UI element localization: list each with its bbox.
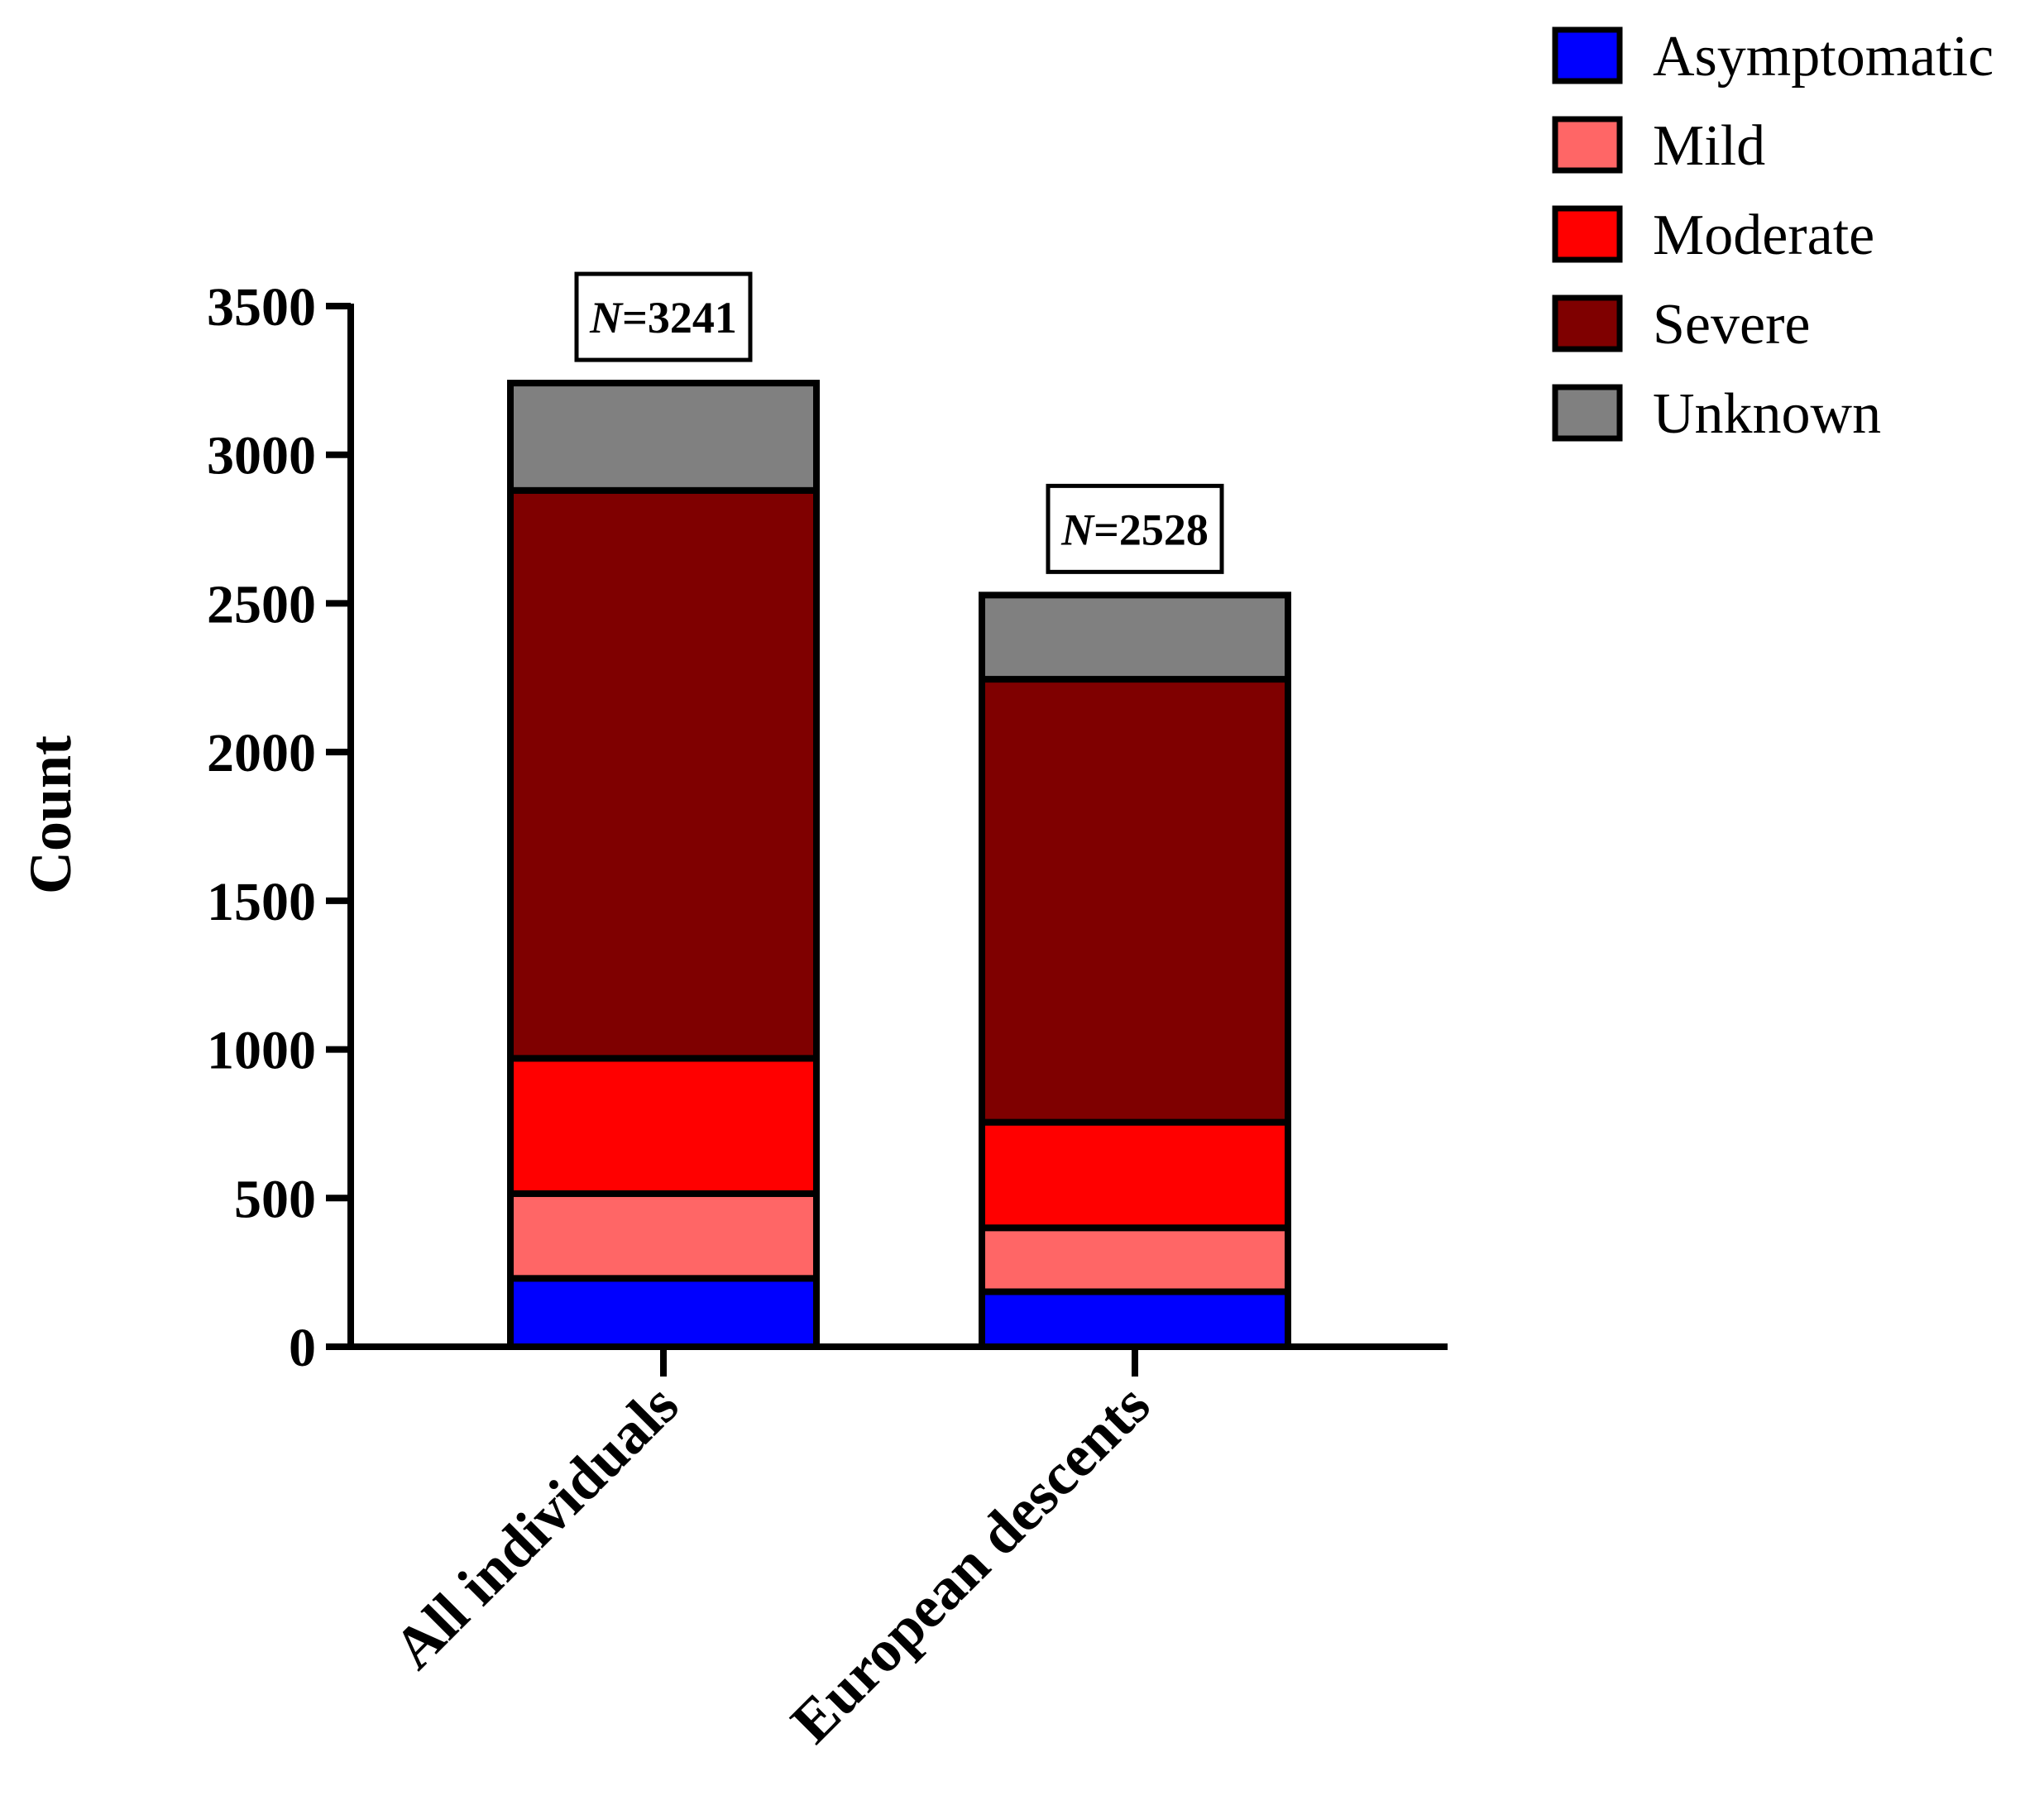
y-tick-label: 1500 (207, 872, 316, 932)
legend-swatch (1552, 205, 1623, 263)
total-label-box: N=2528 (1046, 483, 1224, 574)
legend-label: Asymptomatic (1653, 25, 1994, 89)
y-tick-label: 2500 (207, 574, 316, 634)
total-label: N=3241 (589, 293, 737, 342)
total-label-value: =2528 (1094, 505, 1209, 554)
x-axis: All individuals European descents (347, 1343, 1448, 1755)
y-tick-label: 3500 (207, 277, 316, 338)
total-box-frame (1046, 483, 1224, 574)
bar-stack (979, 591, 1291, 1351)
total-label: N=2528 (1060, 505, 1209, 554)
legend-item-asymptomatic: Asymptomatic (1552, 25, 1994, 89)
y-tick-label: 500 (234, 1169, 316, 1229)
bar-segment-severe (507, 486, 820, 1062)
legend-item-moderate: Moderate (1552, 204, 1874, 267)
legend-item-mild: Mild (1552, 114, 1765, 178)
total-label-value: =3241 (622, 293, 737, 342)
legend-swatch (1552, 116, 1623, 174)
total-label-prefix: N (1060, 505, 1095, 554)
legend-label: Mild (1653, 114, 1765, 178)
x-category-label: European descents (778, 1372, 1162, 1755)
legend-swatch (1552, 294, 1623, 352)
y-tick-label: 3000 (207, 426, 316, 486)
y-axis: 0 500 1000 1500 2000 2500 3000 3500 (207, 277, 354, 1378)
bar-segment-unknown (979, 591, 1291, 683)
y-tick-label: 2000 (207, 723, 316, 783)
legend-item-severe: Severe (1552, 293, 1810, 357)
total-box-frame (574, 271, 753, 362)
bar-segment-asymptomatic (979, 1288, 1291, 1351)
bar-stack (507, 380, 820, 1350)
legend-swatch (1552, 26, 1623, 84)
y-tick-label: 0 (289, 1318, 316, 1378)
legend-label: Moderate (1653, 204, 1874, 267)
x-category-label: All individuals (381, 1372, 691, 1682)
total-label-prefix: N (589, 293, 624, 342)
bar-segment-mild (979, 1224, 1291, 1295)
bar-segment-unknown (507, 380, 820, 494)
legend-label: Severe (1653, 293, 1810, 357)
bar-segment-asymptomatic (507, 1275, 820, 1350)
y-tick-label: 1000 (207, 1021, 316, 1081)
total-label-box: N=3241 (574, 271, 753, 362)
bars (507, 380, 1291, 1351)
legend-swatch (1552, 384, 1623, 442)
legend: Asymptomatic Mild Moderate Severe Unknown (1552, 25, 1994, 446)
bar-segment-moderate (507, 1055, 820, 1197)
legend-label: Unknown (1653, 382, 1881, 446)
bar-segment-moderate (979, 1118, 1291, 1232)
bar-segment-mild (507, 1190, 820, 1282)
y-axis-title: Count (17, 735, 84, 894)
legend-item-unknown: Unknown (1552, 382, 1881, 446)
bar-segment-severe (979, 676, 1291, 1126)
